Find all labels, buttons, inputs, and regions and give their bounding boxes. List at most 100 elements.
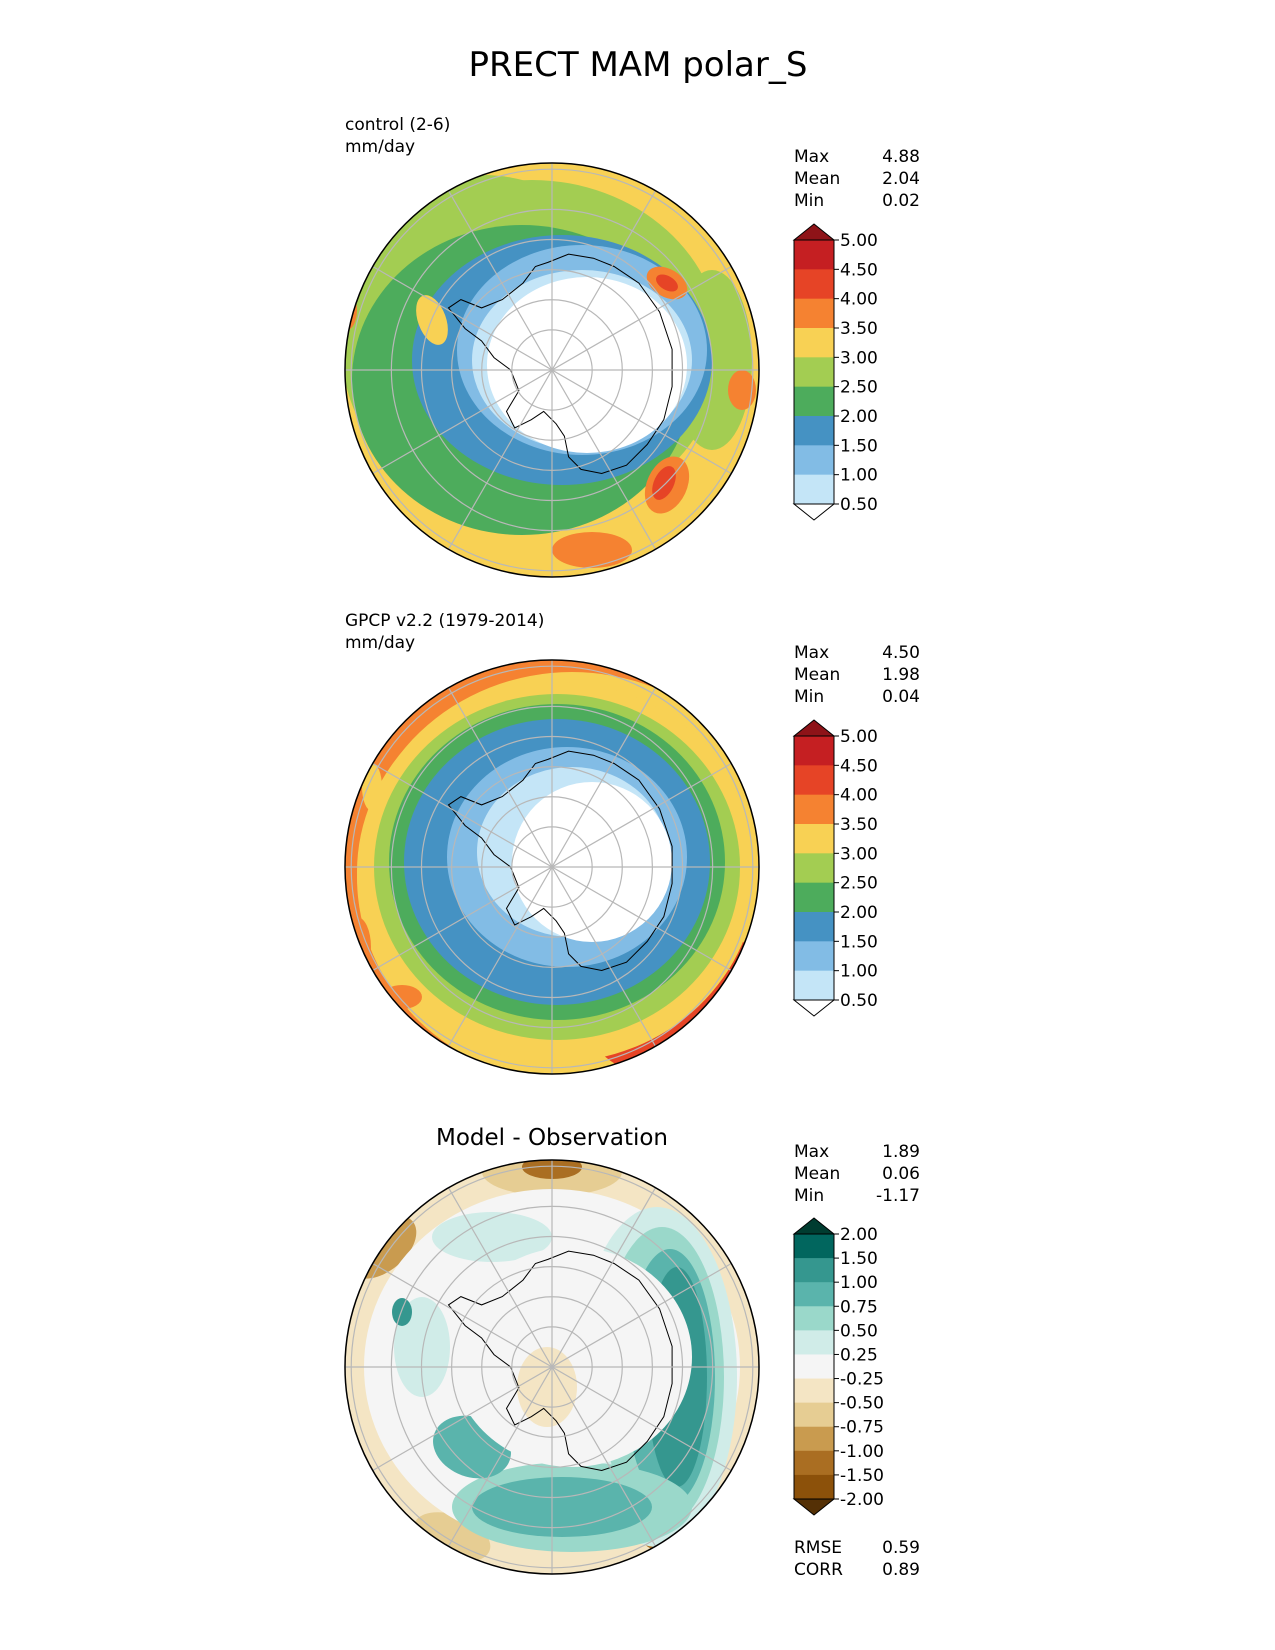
colorbar-tick-label: 2.00 bbox=[840, 903, 878, 923]
field-patch bbox=[392, 1298, 412, 1326]
colorbar-tick-label: 0.25 bbox=[840, 1345, 878, 1365]
colorbar-tick-label: 0.75 bbox=[840, 1297, 878, 1317]
stat-value: 2.04 bbox=[882, 169, 920, 189]
panel-title: Model - Observation bbox=[436, 1125, 668, 1151]
colorbar-tick-label: 1.00 bbox=[840, 1273, 878, 1293]
colorbar-segment bbox=[794, 794, 834, 825]
colorbar-tick-label: -0.50 bbox=[840, 1394, 884, 1414]
colorbar-tick-label: 1.50 bbox=[840, 436, 878, 456]
colorbar-segment bbox=[794, 445, 834, 476]
stat-value: 4.50 bbox=[882, 643, 920, 663]
colorbar-segment bbox=[794, 1426, 834, 1452]
colorbar-extend-top bbox=[792, 223, 836, 241]
colorbar-segment bbox=[794, 1474, 834, 1500]
colorbar-segment bbox=[794, 912, 834, 942]
colorbar-segment bbox=[794, 474, 834, 505]
field-patch bbox=[432, 1212, 552, 1262]
colorbar-tick-label: 3.00 bbox=[840, 844, 878, 864]
colorbar-tick-label: 0.50 bbox=[840, 991, 878, 1011]
stat-label: Mean bbox=[794, 169, 840, 189]
difference-field bbox=[345, 1160, 759, 1574]
panel-ref: GPCP v2.2 (1979-2014) mm/day Max 4.50 Mean… bbox=[344, 611, 920, 1075]
stat-label: Min bbox=[794, 687, 824, 707]
map-boundary bbox=[344, 659, 760, 1075]
stat-label: Mean bbox=[794, 665, 840, 685]
colorbar-extend-bottom bbox=[792, 1498, 836, 1516]
meridian-line bbox=[372, 265, 732, 475]
field-patch bbox=[362, 763, 382, 811]
field-patch bbox=[382, 985, 422, 1009]
colorbar: 5.00 4.50 4.00 3.50 3.00 2.50 2.00 1.50 1.00 0.50 bbox=[792, 223, 878, 521]
colorbar-tick-label: -2.00 bbox=[840, 1490, 884, 1510]
colorbar-segment bbox=[794, 416, 834, 446]
field-patch bbox=[552, 532, 632, 568]
field-patch bbox=[728, 370, 756, 410]
polar-map-control bbox=[344, 162, 760, 578]
colorbar-tick-label: -0.75 bbox=[840, 1418, 884, 1438]
colorbar-segment bbox=[794, 853, 834, 884]
colorbar-tick-label: 1.00 bbox=[840, 962, 878, 982]
stats-block: Max 1.89 Mean 0.06 Min -1.17 bbox=[794, 1142, 920, 1206]
metric-label: RMSE bbox=[794, 1538, 842, 1558]
coastline bbox=[447, 750, 673, 972]
stat-label: Min bbox=[794, 1186, 824, 1206]
meridian-line bbox=[372, 762, 732, 972]
metric-value: 0.89 bbox=[882, 1560, 920, 1580]
stat-label: Min bbox=[794, 191, 824, 211]
panel-units: mm/day bbox=[345, 633, 415, 653]
map-boundary bbox=[344, 1159, 760, 1575]
colorbar-segment bbox=[794, 1378, 834, 1404]
panel-test: control (2-6) mm/day Max 4.88 Mean 2.04 Min 0… bbox=[344, 115, 920, 578]
colorbar-segment bbox=[794, 1234, 834, 1259]
stat-label: Mean bbox=[794, 1164, 840, 1184]
colorbar-segment bbox=[794, 1450, 834, 1476]
field-patch bbox=[652, 466, 676, 500]
colorbar-segment bbox=[794, 386, 834, 417]
polar-map-difference bbox=[344, 1159, 760, 1575]
coastline bbox=[447, 253, 673, 475]
meridian-line bbox=[372, 1262, 732, 1472]
stats-block: Max 4.88 Mean 2.04 Min 0.02 bbox=[794, 147, 920, 211]
colorbar-frame bbox=[793, 239, 835, 505]
colorbar-tick-label: 4.00 bbox=[840, 786, 878, 806]
colorbar-tick-label: -1.00 bbox=[840, 1442, 884, 1462]
stat-label: Max bbox=[794, 1142, 829, 1162]
colorbar-segment bbox=[794, 1282, 834, 1307]
colorbar-segment bbox=[794, 1354, 834, 1380]
colorbar-tick-label: 3.50 bbox=[840, 319, 878, 339]
colorbar-segment bbox=[794, 357, 834, 388]
colorbar-segment bbox=[794, 328, 834, 358]
colorbar-segment bbox=[794, 824, 834, 854]
polar-map-gpcp bbox=[344, 659, 760, 1075]
colorbar-tick-label: 5.00 bbox=[840, 727, 878, 747]
field-patch bbox=[656, 274, 678, 292]
stat-value: 1.98 bbox=[882, 665, 920, 685]
colorbar-extend-top bbox=[792, 719, 836, 737]
stat-label: Max bbox=[794, 643, 829, 663]
colorbar-segment bbox=[794, 941, 834, 972]
colorbar-extend-bottom bbox=[792, 503, 836, 521]
colorbar-tick-label: -0.25 bbox=[840, 1370, 884, 1390]
metric-label: CORR bbox=[794, 1560, 843, 1580]
colorbar-segment bbox=[794, 1330, 834, 1355]
stat-value: 0.02 bbox=[882, 191, 920, 211]
stat-label: Max bbox=[794, 147, 829, 167]
colorbar-frame bbox=[793, 1233, 835, 1500]
colorbar-tick-label: 0.50 bbox=[840, 1321, 878, 1341]
colorbar: 2.00 1.50 1.00 0.75 0.50 0.25 -0.25 -0.50 -0.75 -… bbox=[792, 1217, 884, 1516]
field-patch bbox=[452, 1247, 692, 1467]
coastline bbox=[447, 1250, 673, 1472]
colorbar-segment bbox=[794, 882, 834, 913]
colorbar-frame bbox=[793, 735, 835, 1001]
colorbar-extend-top bbox=[792, 1217, 836, 1235]
colorbar-segment bbox=[794, 298, 834, 329]
panel-heading: control (2-6) bbox=[345, 115, 450, 135]
colorbar-tick-label: 4.50 bbox=[840, 756, 878, 776]
colorbar-tick-label: 1.50 bbox=[840, 1249, 878, 1269]
colorbar-extend-bottom bbox=[792, 999, 836, 1017]
colorbar-tick-label: 4.50 bbox=[840, 260, 878, 280]
colorbar: 5.00 4.50 4.00 3.50 3.00 2.50 2.00 1.50 1.00 0.50 bbox=[792, 719, 878, 1017]
colorbar-tick-label: 4.00 bbox=[840, 290, 878, 310]
stat-value: 4.88 bbox=[882, 147, 920, 167]
field-patch bbox=[472, 1477, 652, 1537]
